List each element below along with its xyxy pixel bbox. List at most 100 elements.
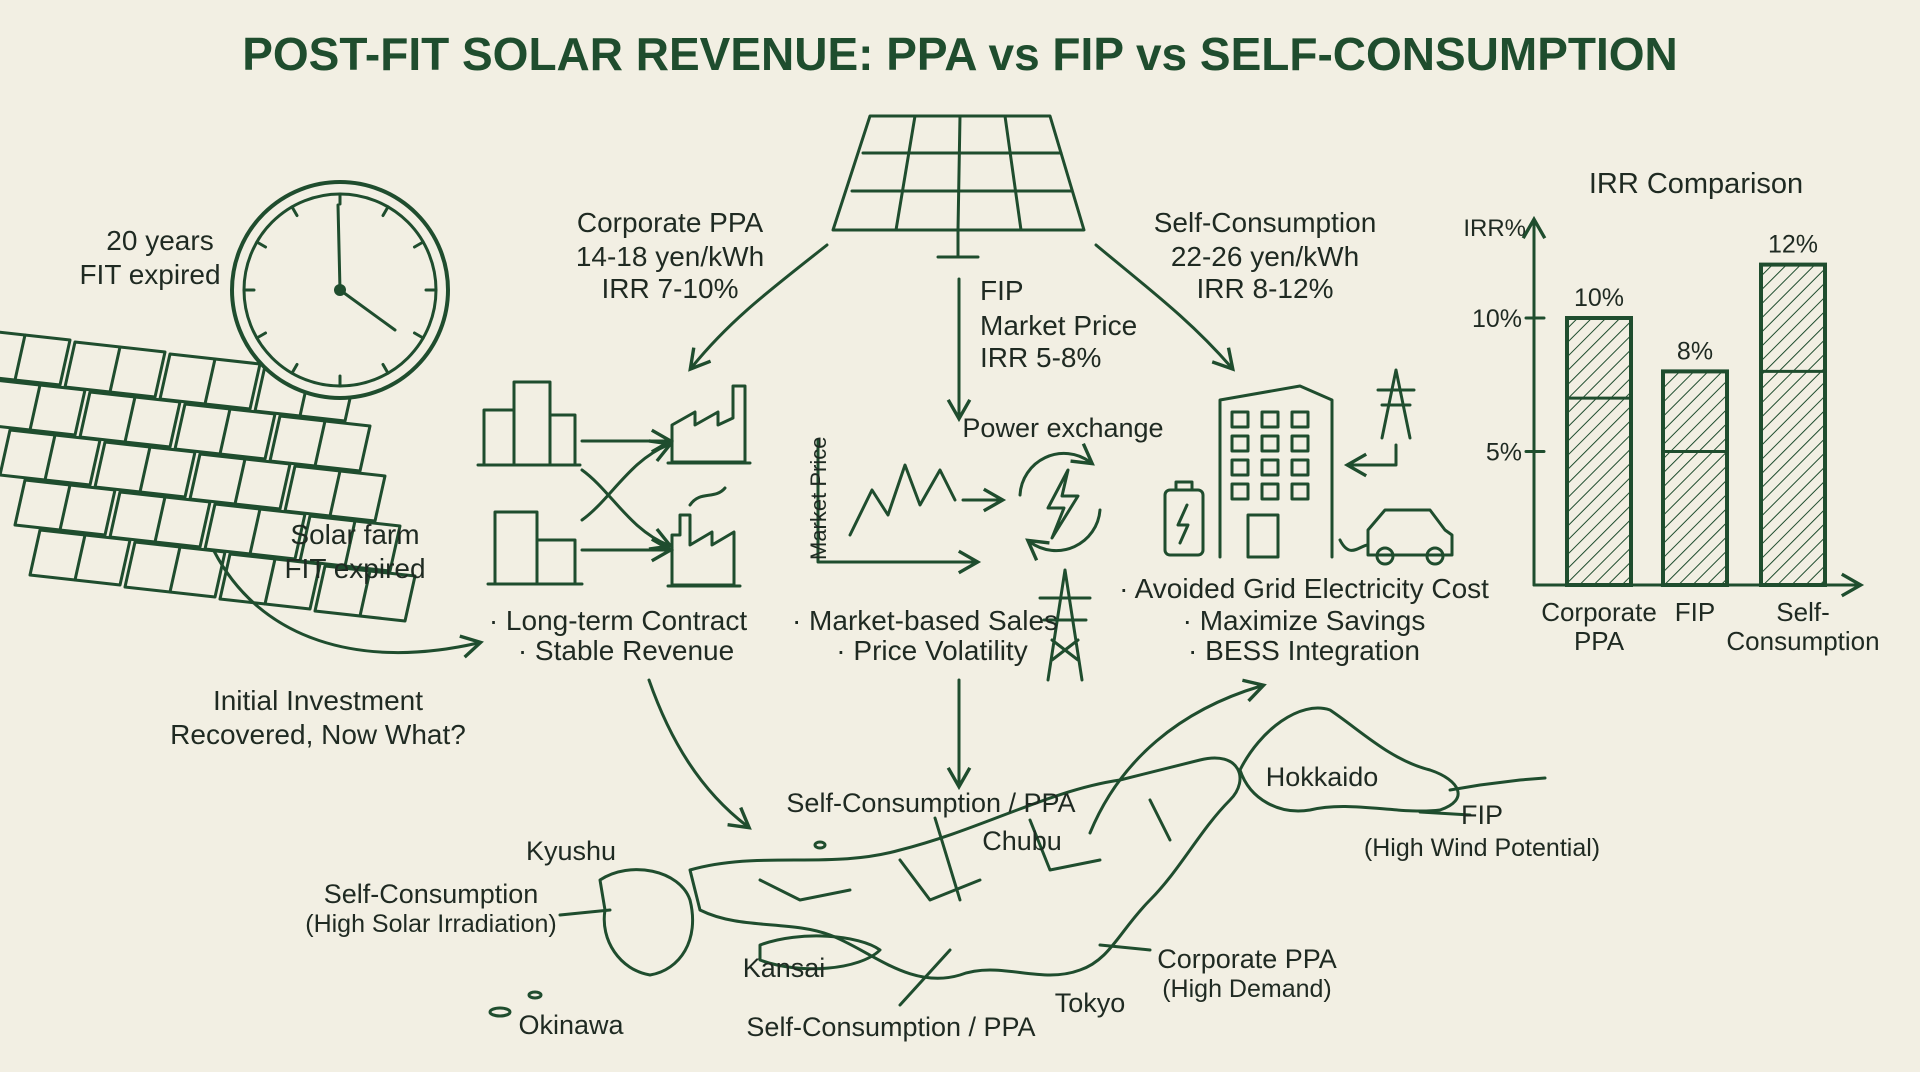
category-label: FIP [1675,597,1715,627]
farm-panel [203,502,307,561]
self-bullet: · Avoided Grid Electricity Cost [1119,573,1489,604]
arrow-map-to-self [1088,678,1267,835]
map-label-self: Self-Consumption [324,879,539,909]
clock-tick [412,331,425,340]
electric-car-icon [1338,508,1454,566]
farm-panel [268,414,372,473]
bar [1565,316,1633,587]
building-icon [1218,384,1334,559]
map-label: Self-Consumption / PPA [746,1012,1035,1042]
clock-label-1: 20 years [106,225,213,256]
self-price: 22-26 yen/kWh [1171,241,1359,272]
fip-price: Market Price [980,310,1137,341]
clock-tick [290,362,299,375]
battery-icon [1163,480,1205,557]
y-tick-label: 10% [1472,305,1522,333]
farm-panel [63,340,167,399]
fip-title: FIP [980,275,1024,306]
irr-chart: IRR Comparison IRR% 5% 10% 10% CorporatePPA… [1463,168,1879,656]
window [1260,458,1280,477]
page-title: POST-FIT SOLAR REVENUE: PPA vs FIP vs SE… [242,28,1678,80]
fip-summary: FIP Market Price IRR 5-8% [980,275,1137,373]
clock-icon [230,180,450,400]
office-building-icon [486,510,584,586]
map-label-okinawa: Okinawa [518,1010,624,1040]
farm-panel [0,379,87,437]
window [1290,410,1310,429]
y-tick-label: 5% [1486,439,1522,467]
farm-panel [13,478,117,537]
self-bullet: · Maximize Savings [1183,605,1426,636]
window [1230,458,1250,477]
farm-panel [0,330,72,387]
chart-title: IRR Comparison [1589,168,1803,200]
farm-panel [298,514,402,573]
farm-panel [93,440,197,499]
category-label: Self- [1776,597,1829,627]
transmission-tower-icon [1376,368,1416,440]
factory-icon [666,486,742,588]
window [1260,410,1280,429]
category-label: PPA [1574,626,1625,656]
map-label-fip-note: (High Wind Potential) [1364,834,1600,862]
window [1290,482,1310,501]
fip-bullet: · Price Volatility [836,635,1027,666]
arrow-panel-to-ppa [688,243,829,372]
window [1230,410,1250,429]
farm-panel [218,552,322,611]
data-label: 12% [1768,231,1818,259]
arrow-ppa-to-map [647,678,752,830]
fip-irr: IRR 5-8% [980,342,1101,373]
farm-panel [173,402,277,461]
farm-panel [158,352,262,411]
farm-label-2: FIT expired [284,553,425,584]
farm-panel [0,428,102,487]
self-summary: Self-Consumption 22-26 yen/kWh IRR 8-12% [1154,207,1377,304]
fip-bullet: · Market-based Sales [792,605,1058,636]
map-label-chubu: Chubu [982,826,1062,856]
farm-panel [313,564,417,623]
map-labels: Self-Consumption / PPA Chubu Hokkaido FI… [305,762,1600,1042]
arrow-to-ppa [212,549,484,659]
japan-map [488,706,1547,1018]
clock-tick [381,205,390,218]
arrow-panel-to-self [1094,243,1236,372]
clock-tick [412,240,425,249]
ppa-price: 14-18 yen/kWh [576,241,764,272]
farm-panel [108,490,212,549]
clock-tick [290,205,299,218]
map-label-fip: FIP [1461,800,1503,830]
question-line-1: Initial Investment [213,685,423,716]
transmission-tower-icon [1038,568,1092,682]
clock-tick [255,240,268,249]
farm-panel [283,464,387,523]
self-irr: IRR 8-12% [1197,273,1334,304]
self-bullet: · BESS Integration [1188,635,1420,666]
map-label-hokkaido: Hokkaido [1266,762,1379,792]
window [1290,458,1310,477]
factory-icon [666,384,752,465]
solar-panel-icon [831,114,1086,259]
farm-panel [188,452,292,511]
market-price-axis-label: Market Price [806,437,831,560]
clock-tick [381,362,390,375]
ppa-bullet: · Stable Revenue [518,635,734,666]
self-title: Self-Consumption [1154,207,1377,238]
ppa-title: Corporate PPA [577,207,764,238]
ppa-summary: Corporate PPA 14-18 yen/kWh IRR 7-10% [576,207,764,304]
window [1230,482,1250,501]
category-label: Corporate [1541,597,1657,627]
map-label-kansai: Kansai [743,953,826,983]
map-label: Self-Consumption / PPA [786,788,1075,818]
bar [1661,369,1729,587]
window [1290,434,1310,453]
map-label-self-note: (High Solar Irradiation) [305,910,557,938]
ppa-bullet: · Long-term Contract [489,605,748,636]
clock-label-2: FIT expired [79,259,220,290]
solar-farm-icon [0,330,417,623]
market-price-chart-icon [816,438,1007,575]
category-label: Consumption [1726,626,1879,656]
y-axis-label: IRR% [1463,215,1526,242]
data-label: 8% [1677,337,1713,365]
